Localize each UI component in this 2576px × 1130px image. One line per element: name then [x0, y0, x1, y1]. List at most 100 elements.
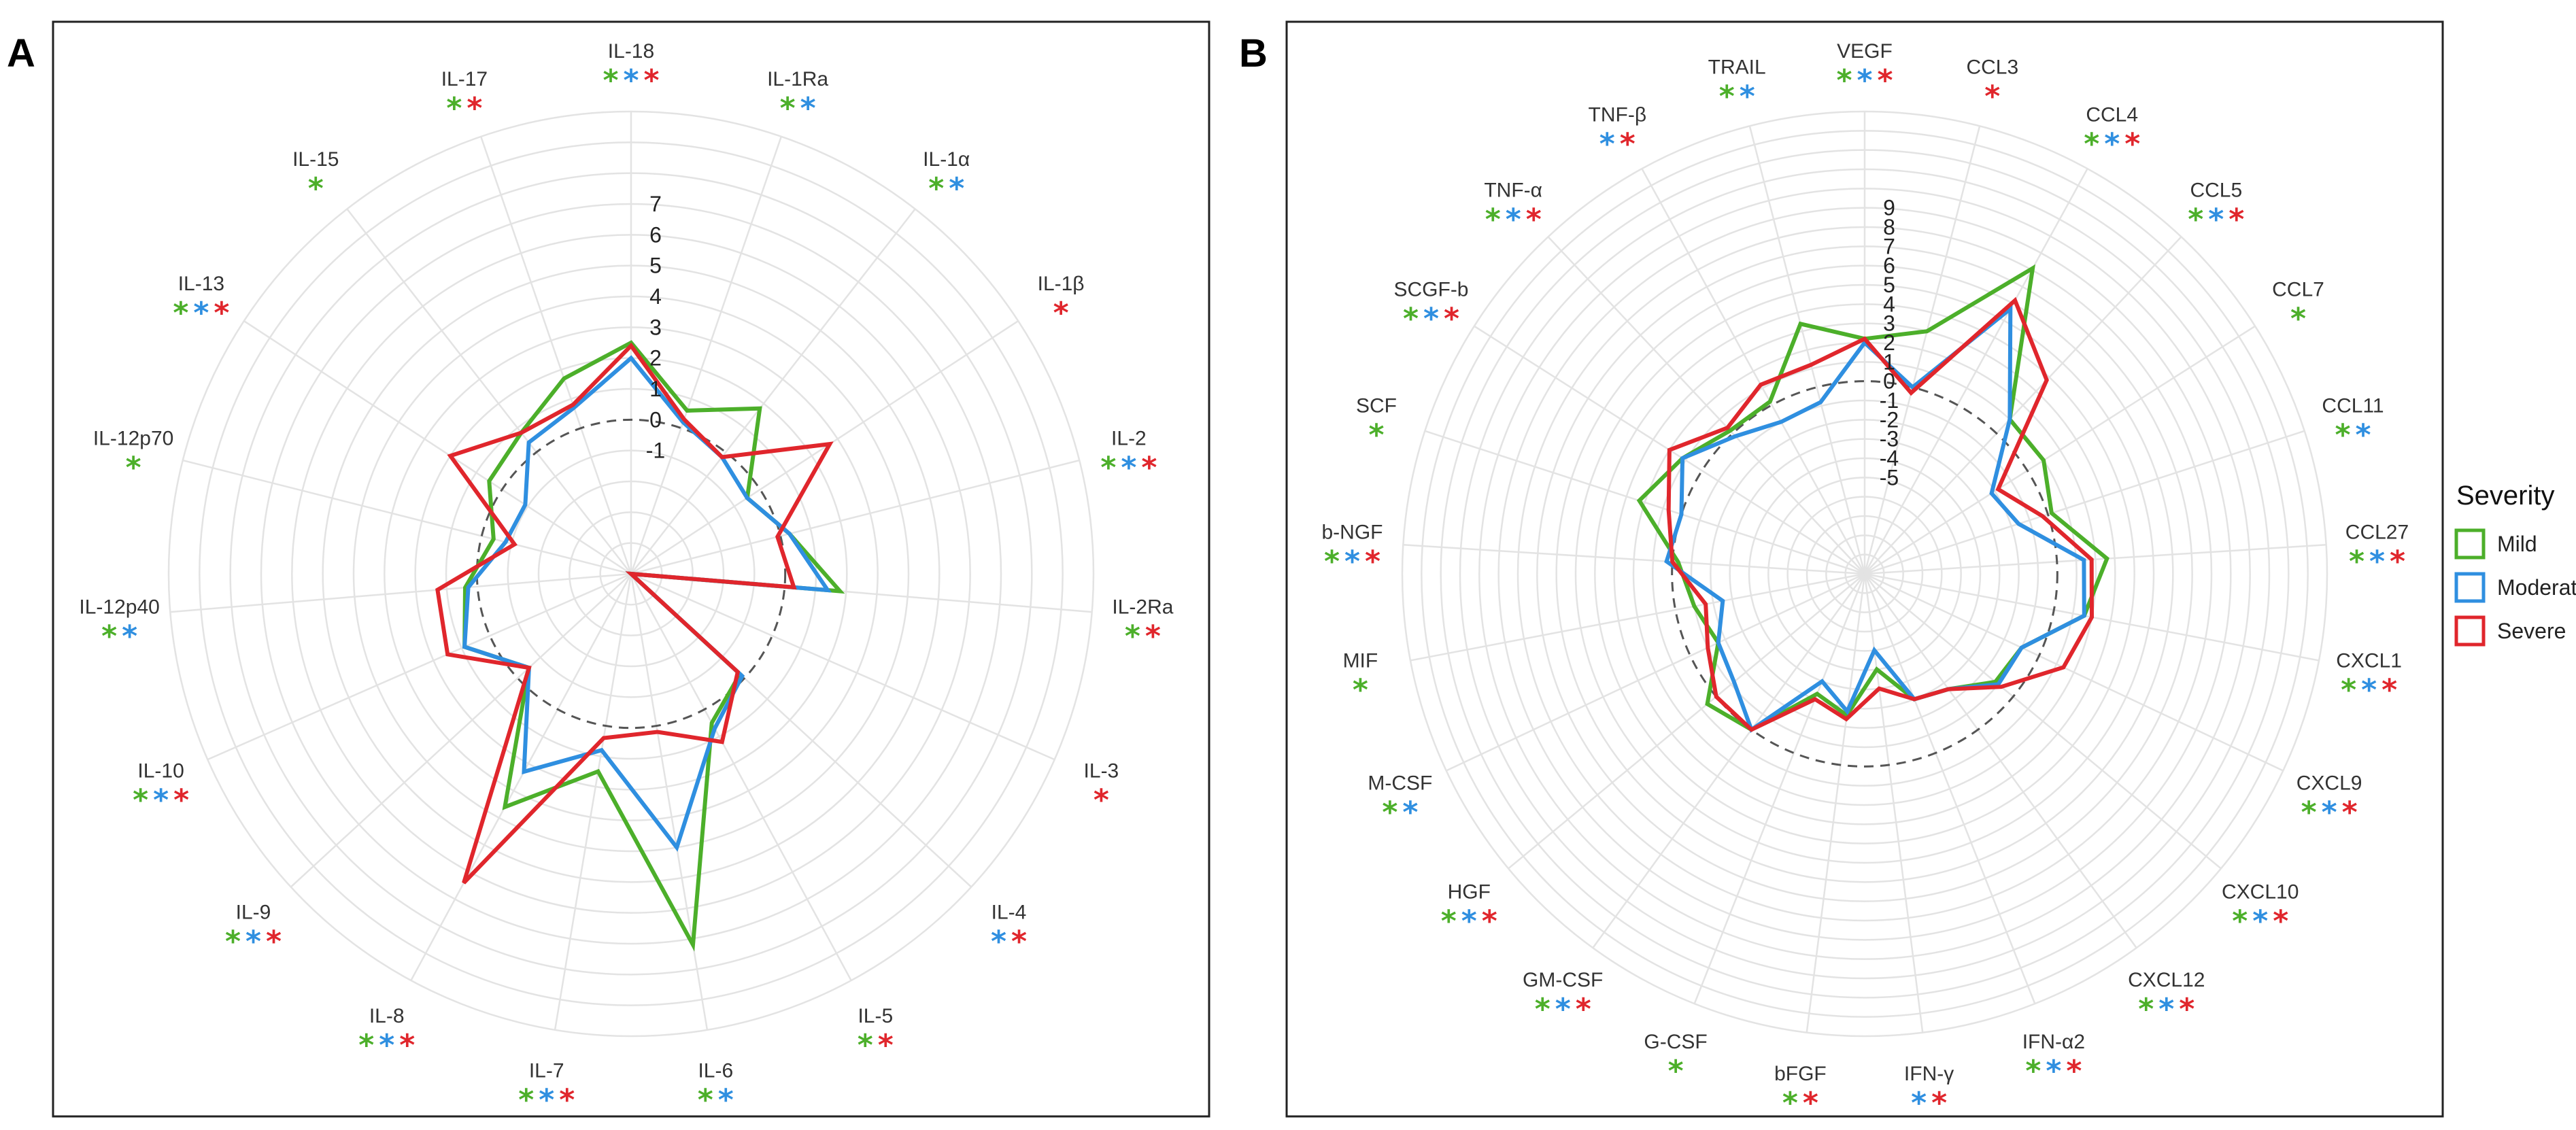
significance-star-moderate: * [2361, 673, 2377, 708]
significance-star-severe: * [266, 924, 282, 959]
significance-star-moderate: * [2104, 126, 2120, 161]
category-label: CXCL12 [2128, 969, 2205, 991]
category-label: MIF [1343, 650, 1378, 672]
category-label: SCF [1356, 395, 1397, 417]
tick-label: -4 [1880, 446, 1899, 470]
significance-star-mild: * [518, 1083, 534, 1118]
spoke-line [1547, 236, 1865, 575]
significance-star-moderate: * [153, 783, 169, 817]
category-label: IL-7 [529, 1060, 564, 1082]
spoke-line [243, 320, 632, 575]
category-label: G-CSF [1644, 1031, 1707, 1053]
significance-star-severe: * [559, 1083, 575, 1118]
significance-star-severe: * [173, 783, 189, 817]
legend-key-severe [2454, 615, 2486, 647]
significance-star-severe: * [878, 1028, 894, 1063]
significance-star-mild: * [698, 1083, 713, 1118]
significance-star-mild: * [1441, 904, 1457, 938]
tick-label: 5 [1883, 273, 1895, 297]
legend-key-moderate [2454, 572, 2486, 603]
spoke-line [1641, 168, 1866, 575]
spoke-line [1863, 573, 2137, 948]
significance-star-severe: * [214, 296, 229, 330]
spoke-line [1864, 325, 2256, 575]
spoke-line [1592, 573, 1866, 948]
category-label: IL-9 [236, 901, 271, 923]
category-label: CCL27 [2345, 521, 2409, 544]
significance-star-mild: * [2025, 1054, 2041, 1089]
significance-star-severe: * [2124, 126, 2140, 161]
category-label: HGF [1448, 880, 1491, 903]
tick-label: 7 [1883, 234, 1895, 258]
category-label: TNF-α [1484, 179, 1542, 202]
significance-star-moderate: * [2158, 992, 2174, 1027]
legend-label-moderate: Moderate [2497, 575, 2576, 600]
significance-star-mild: * [1403, 302, 1419, 337]
spoke-line [1864, 573, 2222, 870]
category-label: IL-18 [608, 40, 654, 63]
category-label: IL-3 [1084, 759, 1119, 782]
significance-star-severe: * [2179, 992, 2194, 1027]
category-label: CCL3 [1966, 56, 2018, 79]
spoke-line [1410, 572, 1865, 662]
significance-star-severe: * [1365, 545, 1380, 579]
significance-star-moderate: * [1740, 80, 1755, 114]
significance-star-severe: * [643, 63, 659, 98]
tick-label: 6 [1883, 254, 1895, 278]
significance-star-severe: * [2390, 545, 2405, 579]
category-label: IL-1β [1038, 273, 1085, 295]
category-label: IL-12p70 [93, 428, 173, 450]
spoke-line [1864, 236, 2182, 575]
significance-star-severe: * [2382, 673, 2397, 708]
significance-star-moderate: * [2046, 1054, 2061, 1089]
significance-star-mild: * [308, 171, 324, 206]
series-severe-line [435, 342, 834, 885]
spoke-line [207, 572, 632, 761]
significance-star-mild: * [1368, 418, 1384, 453]
category-label: CCL11 [2322, 395, 2384, 417]
spoke-line [480, 136, 632, 575]
significance-star-severe: * [1141, 451, 1157, 485]
significance-star-mild: * [1100, 451, 1116, 485]
significance-star-moderate: * [1599, 126, 1615, 161]
significance-star-severe: * [2342, 795, 2358, 830]
significance-star-severe: * [1984, 80, 2000, 114]
tick-label: 5 [649, 254, 662, 278]
significance-star-severe: * [1444, 302, 1459, 337]
significance-star-moderate: * [1911, 1086, 1927, 1120]
spoke-line [1806, 573, 1866, 1033]
significance-star-severe: * [1803, 1086, 1818, 1120]
radar-grid [167, 110, 1095, 1038]
significance-star-mild: * [2084, 126, 2099, 161]
significance-star-severe: * [467, 91, 482, 126]
significance-star-mild: * [858, 1028, 873, 1063]
significance-star-mild: * [1668, 1054, 1684, 1089]
spoke-line [1508, 573, 1865, 870]
category-label: IL-6 [698, 1060, 733, 1082]
category-label: M-CSF [1368, 772, 1432, 795]
category-label: IL-17 [441, 68, 488, 90]
significance-star-moderate: * [122, 619, 137, 653]
tick-label: -3 [1880, 427, 1899, 451]
tick-label: 9 [1883, 196, 1895, 220]
category-label: IFN-α2 [2022, 1031, 2085, 1053]
significance-star-moderate: * [193, 296, 209, 330]
significance-star-mild: * [1353, 673, 1368, 708]
category-label: IFN-γ [1904, 1063, 1954, 1085]
series-moderate-line [1664, 304, 2086, 733]
category-label: SCGF-b [1393, 279, 1468, 301]
category-label: VEGF [1837, 40, 1893, 63]
panel-a-letter: A [7, 31, 35, 75]
category-label: CXCL9 [2297, 772, 2362, 795]
significance-star-moderate: * [800, 91, 816, 126]
significance-star-severe: * [1877, 63, 1893, 98]
significance-star-moderate: * [1402, 795, 1418, 830]
significance-star-mild: * [358, 1028, 374, 1063]
significance-star-moderate: * [379, 1028, 394, 1063]
significance-star-mild: * [126, 451, 141, 485]
tick-label: -5 [1880, 465, 1899, 490]
significance-star-moderate: * [2322, 795, 2337, 830]
significance-star-severe: * [1576, 992, 1591, 1027]
